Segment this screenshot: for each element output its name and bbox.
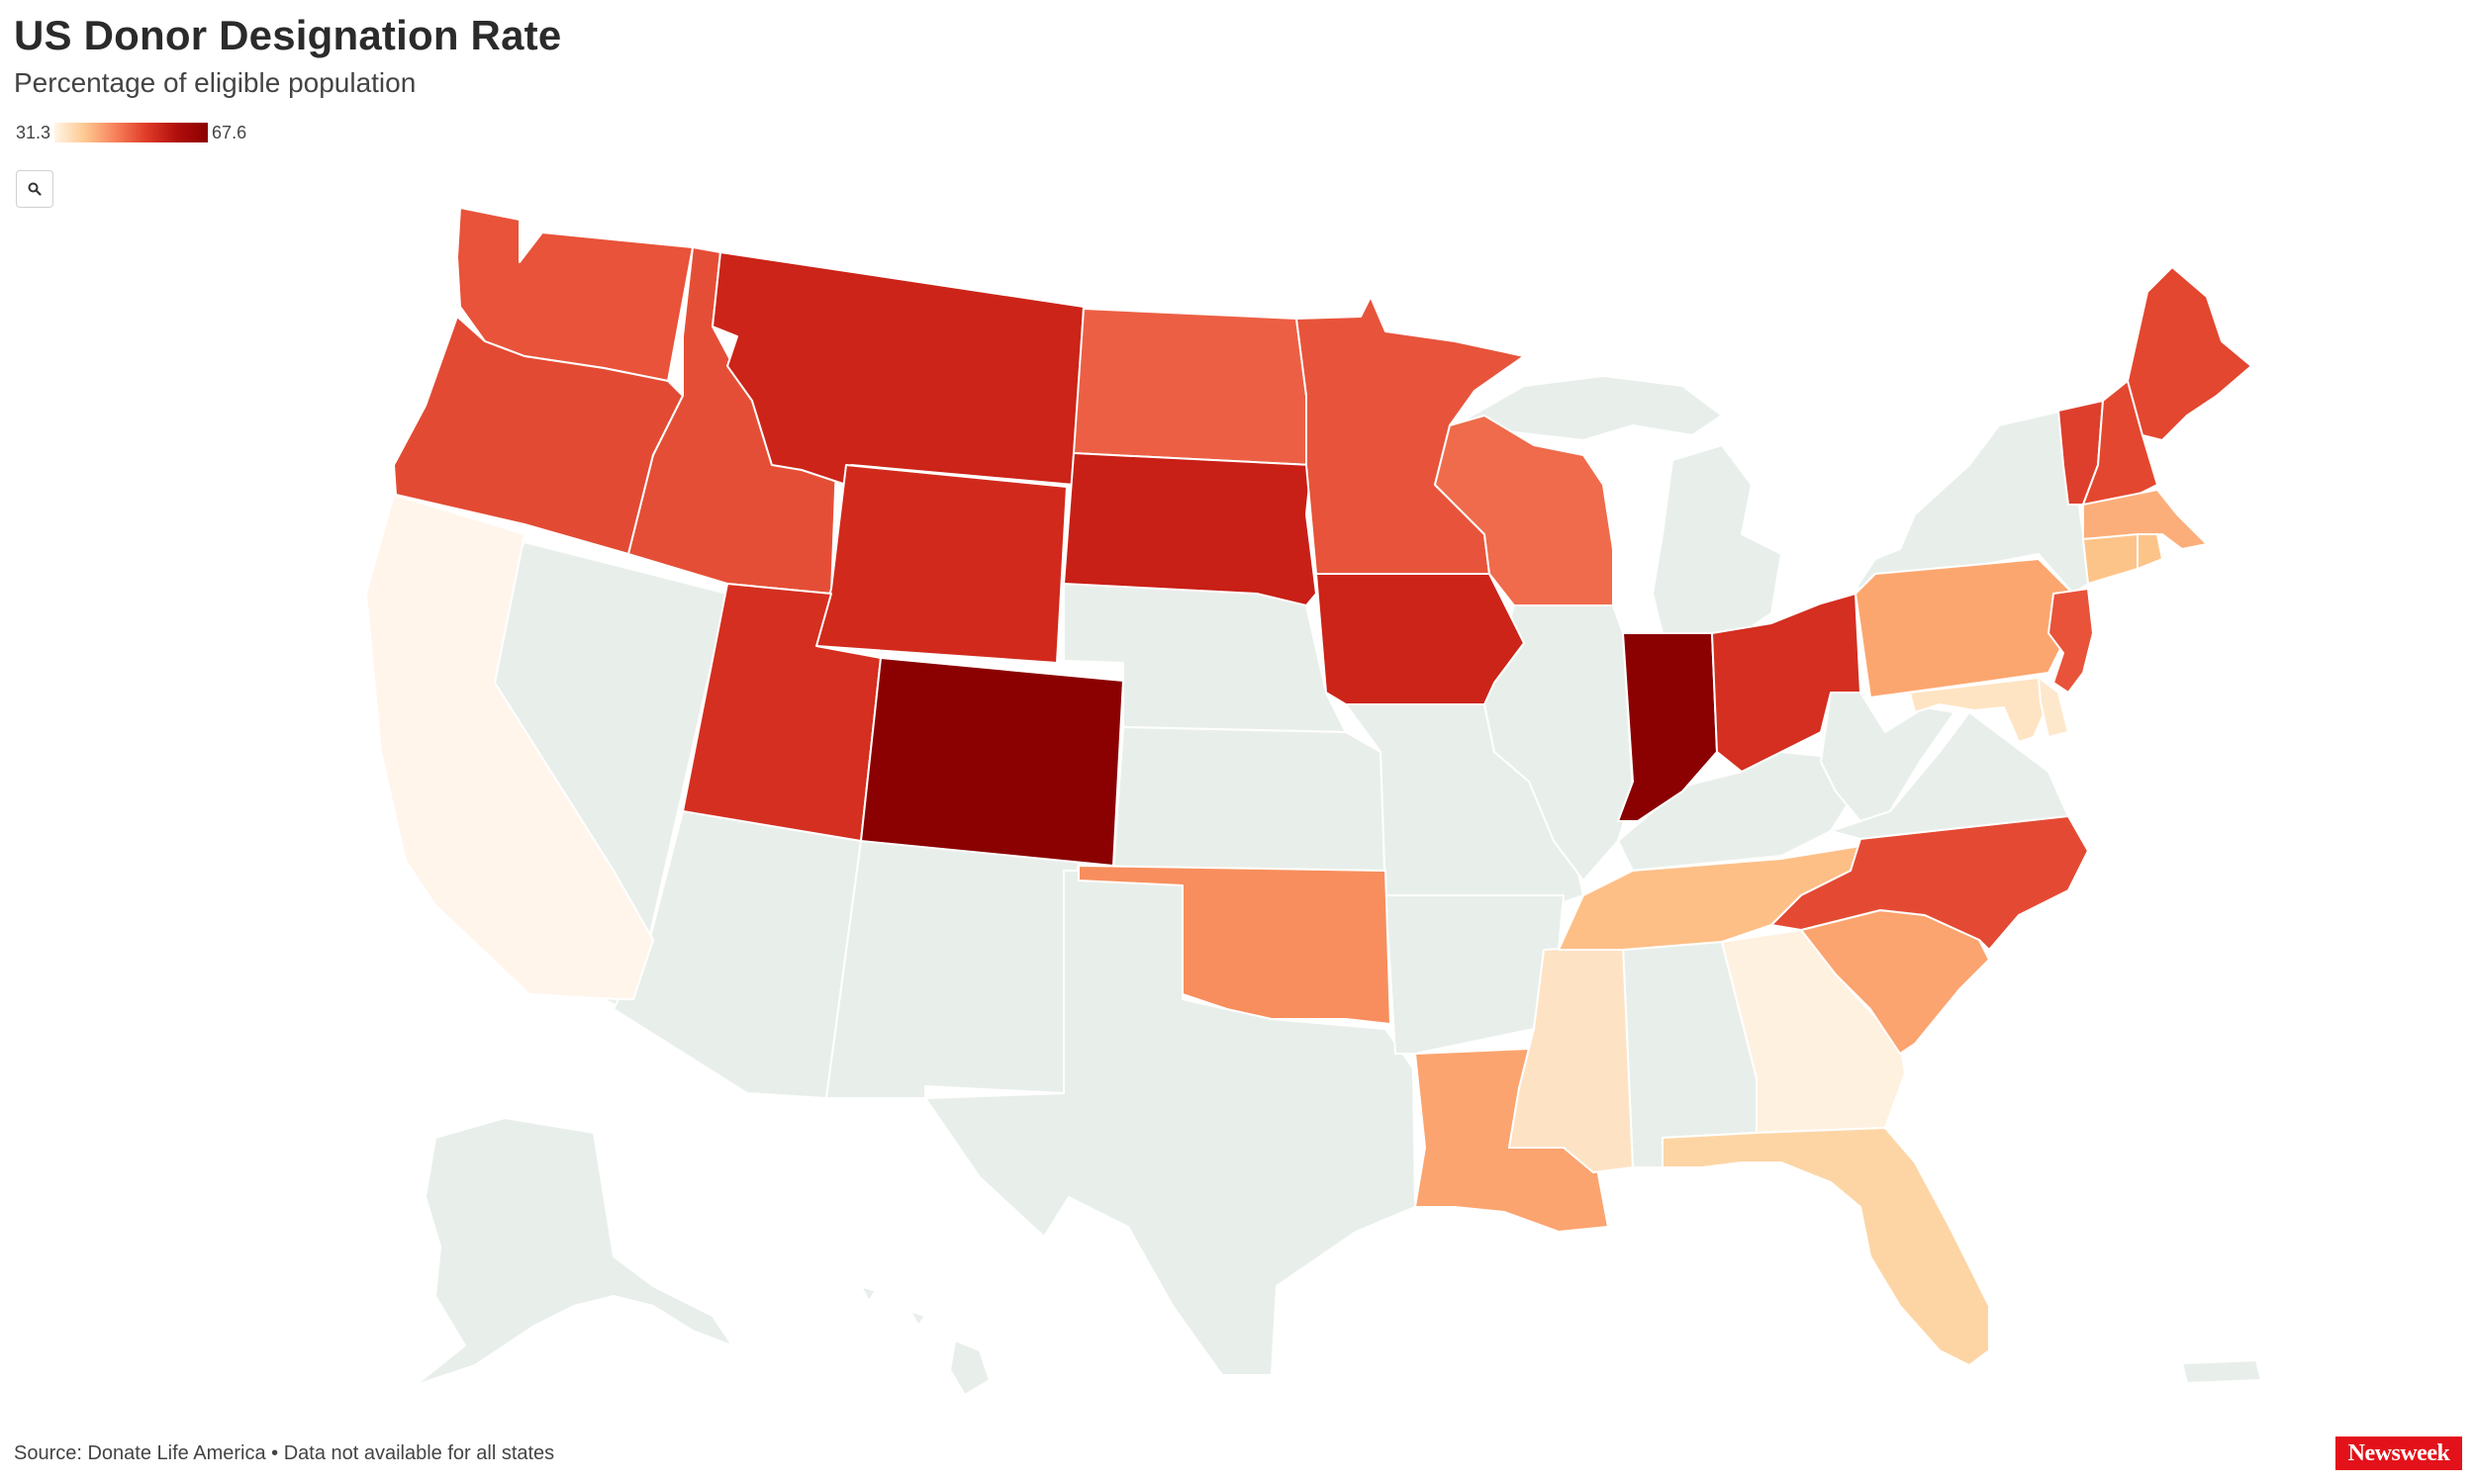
state-maine (2127, 266, 2252, 441)
state-ohio (1711, 593, 1861, 773)
state-pennsylvania (1855, 558, 2074, 698)
state-wisconsin (1434, 415, 1614, 606)
source-note: Source: Donate Life America • Data not a… (14, 1442, 555, 1464)
state-north-carolina (1770, 815, 2089, 951)
state-delaware (2038, 677, 2069, 738)
state-rhode-island (2137, 533, 2163, 570)
chart-title: US Donor Designation Rate (14, 12, 562, 58)
state-west-virginia (1820, 692, 1955, 822)
state-alaska (415, 1117, 733, 1386)
state-california (365, 494, 654, 1000)
state-north-dakota (1073, 308, 1312, 466)
state-montana (712, 251, 1085, 486)
chart-subtitle: Percentage of eligible population (14, 67, 417, 98)
state-new-mexico (825, 840, 1080, 1099)
legend-min-label: 31.3 (16, 122, 51, 142)
zoom-button[interactable] (16, 170, 53, 208)
state-kansas (1112, 726, 1386, 872)
state-wyoming (815, 464, 1068, 664)
state-south-dakota (1063, 452, 1317, 606)
state-illinois (1483, 604, 1634, 881)
state-idaho (627, 246, 837, 595)
state-hawaii (860, 1285, 991, 1396)
state-iowa (1315, 573, 1525, 705)
territory-puerto-rico (2181, 1359, 2262, 1384)
color-legend: 31.3 67.6 (16, 121, 246, 144)
legend-max-label: 67.6 (212, 122, 247, 142)
state-connecticut (2082, 533, 2139, 585)
newsweek-logo[interactable]: Newsweek (2335, 1437, 2462, 1470)
state-oklahoma (1078, 865, 1391, 1025)
state-colorado (860, 657, 1124, 867)
state-florida (1662, 1127, 1990, 1366)
state-texas (924, 870, 1416, 1376)
legend-gradient (54, 123, 209, 142)
state-new-jersey (2047, 588, 2094, 694)
search-icon (28, 182, 42, 196)
data-states (365, 207, 2252, 1366)
state-michigan (1454, 375, 1782, 634)
state-mississippi (1508, 944, 1634, 1173)
